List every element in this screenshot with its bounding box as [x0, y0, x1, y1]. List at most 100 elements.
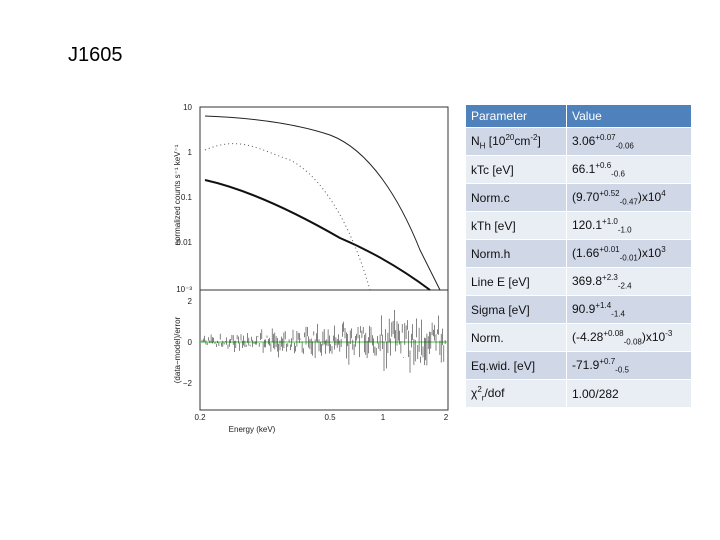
- text-segment: +0.52: [599, 188, 620, 198]
- data-curve: [204, 179, 431, 291]
- spectrum-plot: 10 1 0.1 0.01 10⁻³ 2 0 −2 0.2 0.5 1 2 En…: [173, 103, 449, 434]
- text-segment: -0.08: [623, 337, 642, 347]
- x-tick-label: 1: [381, 413, 386, 422]
- table-row: Norm.h (1.66+0.01-0.01)x103: [466, 239, 691, 268]
- text-segment: 369.8: [572, 273, 603, 288]
- text-segment: Norm.h: [471, 246, 511, 261]
- text-segment: -71.9: [572, 357, 600, 372]
- text-segment: -3: [665, 328, 673, 338]
- y2-tick-label: 2: [188, 297, 193, 306]
- text-segment: +0.6: [595, 160, 612, 170]
- text-segment: Line E [eV]: [471, 274, 530, 289]
- text-segment: kTh [eV]: [471, 218, 516, 233]
- model-curve: [204, 115, 441, 291]
- text-segment: 66.1: [572, 161, 596, 176]
- text-segment: [10: [485, 133, 506, 148]
- text-segment: 90.9: [572, 301, 596, 316]
- text-segment: -0.5: [615, 365, 629, 375]
- table-row: Norm.c (9.70+0.52-0.47)x104: [466, 183, 691, 212]
- text-segment: -1.0: [617, 225, 632, 235]
- text-segment: /dof: [484, 385, 505, 400]
- text-segment: H: [479, 141, 486, 151]
- name-cell: Norm.c: [466, 183, 567, 212]
- value-cell: 120.1+1.0-1.0: [566, 211, 691, 240]
- name-cell: Eq.wid. [eV]: [466, 351, 567, 380]
- table-row: kTh [eV] 120.1+1.0-1.0: [466, 211, 691, 240]
- value-cell: 3.06+0.07-0.06: [566, 127, 691, 156]
- text-segment: kTc [eV]: [471, 162, 514, 177]
- name-cell: χ2r/dof: [466, 379, 567, 408]
- text-segment: 4: [661, 188, 666, 198]
- y-tick-label: 10⁻³: [176, 285, 192, 294]
- text-segment: cm: [514, 133, 531, 148]
- x-tick-label: 2: [444, 413, 449, 422]
- name-cell: NH [1020cm-2]: [466, 127, 567, 156]
- text-segment: +1.0: [602, 216, 618, 226]
- value-cell: 369.8+2.3-2.4: [566, 267, 691, 296]
- name-cell: kTc [eV]: [466, 155, 567, 184]
- value-cell: (9.70+0.52-0.47)x104: [566, 183, 691, 212]
- text-segment: -1.4: [611, 309, 625, 319]
- text-segment: Sigma [eV]: [471, 302, 530, 317]
- text-segment: +0.01: [599, 244, 620, 254]
- table-row: Sigma [eV] 90.9+1.4-1.4: [466, 295, 691, 324]
- text-segment: -0.01: [619, 253, 638, 263]
- value-cell: 90.9+1.4-1.4: [566, 295, 691, 324]
- text-segment: -2: [530, 132, 538, 142]
- text-segment: ]: [537, 133, 541, 148]
- table-row: Norm. (-4.28+0.08-0.08)x10-3: [466, 323, 691, 352]
- y-tick-label: 1: [188, 148, 193, 157]
- text-segment: Eq.wid. [eV]: [471, 358, 536, 373]
- text-segment: +0.07: [595, 132, 616, 142]
- text-segment: -2.4: [617, 281, 632, 291]
- x-tick-label: 0.2: [194, 413, 206, 422]
- value-cell: 1.00/282: [566, 379, 691, 408]
- name-cell: kTh [eV]: [466, 211, 567, 240]
- text-segment: )x10: [637, 245, 662, 260]
- table-row: Parameter Value: [466, 105, 691, 128]
- text-segment: r: [481, 393, 485, 403]
- table-row: Line E [eV] 369.8+2.3-2.4: [466, 267, 691, 296]
- table-row: Eq.wid. [eV] -71.9+0.7-0.5: [466, 351, 691, 380]
- y-tick-label: 0.01: [176, 238, 192, 247]
- y2-tick-label: −2: [183, 379, 193, 388]
- name-cell: Norm.: [466, 323, 567, 352]
- text-segment: 20: [505, 132, 515, 142]
- text-segment: Norm.c: [471, 190, 510, 205]
- text-segment: -0.47: [619, 197, 638, 207]
- text-segment: +1.4: [595, 300, 612, 310]
- text-segment: +0.7: [599, 356, 616, 366]
- header-cell: Value: [566, 105, 691, 128]
- text-segment: -0.06: [615, 141, 634, 151]
- component-curve: [204, 143, 371, 291]
- x-tick-label: 0.5: [324, 413, 336, 422]
- table-row: χ2r/dof 1.00/282: [466, 379, 691, 408]
- y2-axis-label: (data−model)/error: [173, 316, 182, 383]
- text-segment: (1.66: [572, 245, 600, 260]
- value-cell: -71.9+0.7-0.5: [566, 351, 691, 380]
- y-axis-label: normalized counts s⁻¹ keV⁻¹: [173, 144, 182, 245]
- text-segment: N: [471, 133, 480, 148]
- text-segment: 120.1: [572, 217, 603, 232]
- text-segment: (-4.28: [572, 329, 604, 344]
- residuals: [201, 310, 446, 373]
- text-segment: +2.3: [602, 272, 618, 282]
- text-segment: -0.6: [611, 169, 625, 179]
- slide-title: J1605: [68, 44, 123, 66]
- text-segment: +0.08: [603, 328, 624, 338]
- text-segment: )x10: [641, 329, 666, 344]
- y2-tick-label: 0: [188, 338, 193, 347]
- plot-frame: [199, 106, 449, 411]
- text-segment: )x10: [637, 189, 662, 204]
- text-segment: 3.06: [572, 133, 596, 148]
- parameter-table: Parameter Value NH [1020cm-2] 3.06+0.07-0.0…: [466, 105, 691, 408]
- text-segment: Norm.: [471, 330, 504, 345]
- x-axis-label: Energy (keV): [229, 425, 276, 434]
- text-segment: 2: [477, 384, 482, 394]
- header-cell: Parameter: [466, 105, 567, 128]
- name-cell: Sigma [eV]: [466, 295, 567, 324]
- y-tick-label: 10: [183, 103, 192, 112]
- text-segment: 1.00/282: [572, 386, 619, 401]
- name-cell: Norm.h: [466, 239, 567, 268]
